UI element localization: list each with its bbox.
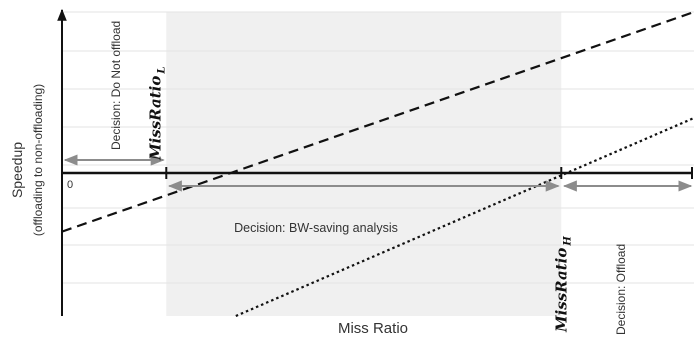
x-axis-label: Miss Ratio	[338, 320, 408, 337]
region-label-do-not-offload: Decision: Do Not offload	[109, 21, 123, 150]
dotted-line-series	[235, 116, 694, 318]
region-label-offload: Decision: Offload	[614, 244, 628, 335]
origin-label: 0	[67, 179, 73, 191]
region-label-bw-saving: Decision: BW-saving analysis	[234, 221, 398, 235]
y-axis-label: Speedup	[9, 142, 25, 198]
shaded-region	[166, 12, 562, 316]
threshold-label-l: MissRatioL	[146, 67, 167, 161]
threshold-label-h: MissRatioH	[552, 236, 573, 333]
y-axis-sublabel: (offloading to non-offloading)	[31, 84, 45, 236]
